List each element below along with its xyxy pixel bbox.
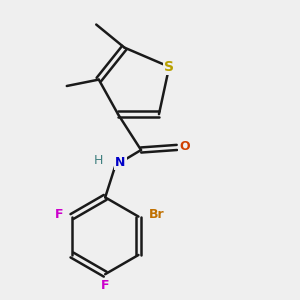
Text: F: F <box>101 279 110 292</box>
Text: S: S <box>164 60 174 74</box>
Text: F: F <box>55 208 63 220</box>
Text: H: H <box>94 154 104 167</box>
Text: Br: Br <box>148 208 164 220</box>
Text: N: N <box>116 156 126 169</box>
Text: O: O <box>179 140 190 153</box>
